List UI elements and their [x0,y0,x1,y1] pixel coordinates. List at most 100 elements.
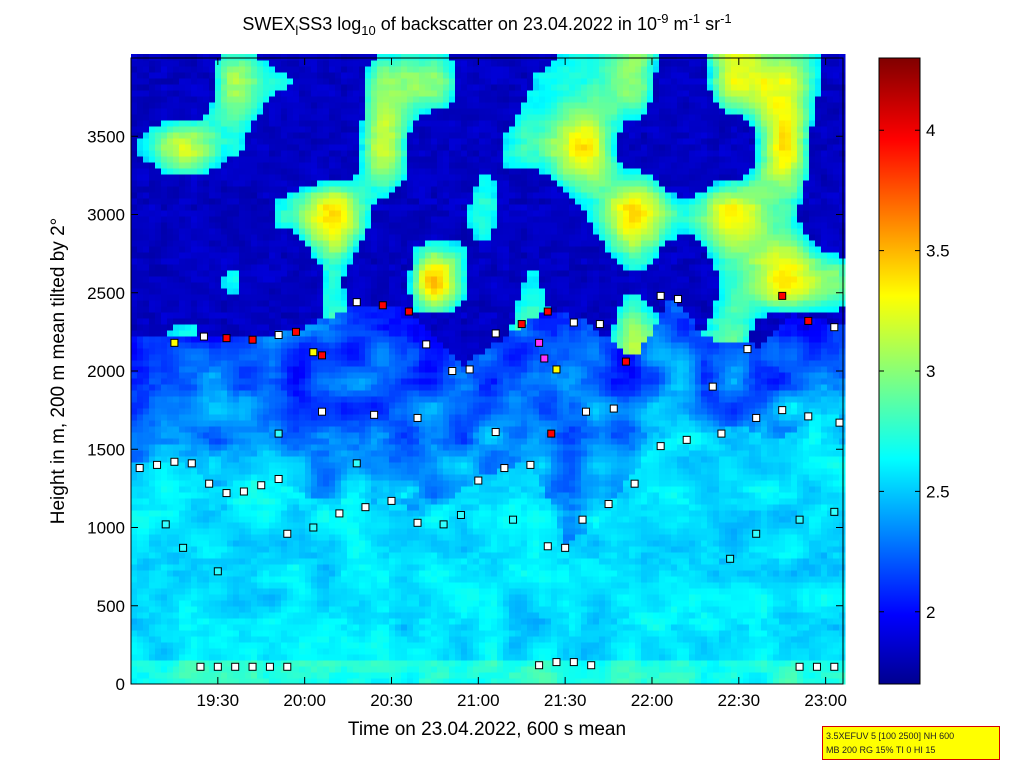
heatmap-cell [281,672,288,679]
heatmap-cell [341,648,348,655]
heatmap-cell [143,102,150,109]
heatmap-cell [137,54,144,61]
heatmap-cell [383,534,390,541]
heatmap-cell [371,372,378,379]
heatmap-cell [287,330,294,337]
heatmap-cell [239,426,246,433]
heatmap-cell [407,114,414,121]
heatmap-cell [197,270,204,277]
heatmap-cell [317,90,324,97]
heatmap-cell [269,342,276,349]
heatmap-cell [131,678,138,685]
heatmap-cell [257,60,264,67]
heatmap-cell [317,270,324,277]
heatmap-cell [299,144,306,151]
heatmap-cell [305,372,312,379]
heatmap-cell [401,150,408,157]
heatmap-cell [149,678,156,685]
heatmap-cell [281,132,288,139]
heatmap-cell [317,534,324,541]
heatmap-cell [413,672,420,679]
heatmap-cell [293,678,300,685]
heatmap-cell [221,234,228,241]
heatmap-cell [155,624,162,631]
heatmap-cell [269,294,276,301]
heatmap-cell [263,54,270,61]
heatmap-cell [155,360,162,367]
heatmap-cell [221,570,228,577]
heatmap-cell [179,522,186,529]
heatmap-cell [131,138,138,145]
heatmap-cell [281,312,288,319]
heatmap-cell [377,642,384,649]
heatmap-cell [341,234,348,241]
heatmap-cell [275,312,282,319]
heatmap-cell [251,150,258,157]
heatmap-cell [239,648,246,655]
heatmap-cell [281,366,288,373]
heatmap-cell [281,642,288,649]
heatmap-cell [173,72,180,79]
heatmap-cell [347,606,354,613]
heatmap-cell [407,318,414,325]
heatmap-cell [365,510,372,517]
heatmap-cell [413,630,420,637]
heatmap-cell [221,528,228,535]
heatmap-cell [299,498,306,505]
heatmap-cell [227,222,234,229]
heatmap-cell [377,246,384,253]
heatmap-cell [185,498,192,505]
heatmap-cell [365,108,372,115]
heatmap-cell [395,636,402,643]
heatmap-cell [389,84,396,91]
heatmap-cell [233,114,240,121]
heatmap-cell [359,72,366,79]
heatmap-cell [149,360,156,367]
heatmap-cell [299,282,306,289]
heatmap-cell [239,174,246,181]
heatmap-cell [347,348,354,355]
heatmap-cell [251,438,258,445]
heatmap-cell [179,84,186,91]
heatmap-cell [257,594,264,601]
heatmap-cell [293,204,300,211]
heatmap-cell [269,486,276,493]
heatmap-cell [305,72,312,79]
heatmap-cell [227,60,234,67]
heatmap-cell [299,546,306,553]
heatmap-cell [251,120,258,127]
heatmap-cell [203,306,210,313]
heatmap-cell [227,168,234,175]
heatmap-cell [287,174,294,181]
heatmap-cell [239,306,246,313]
heatmap-cell [173,540,180,547]
heatmap-cell [287,546,294,553]
heatmap-cell [389,372,396,379]
heatmap-cell [191,348,198,355]
heatmap-cell [299,654,306,661]
heatmap-cell [185,414,192,421]
heatmap-cell [209,204,216,211]
heatmap-cell [401,312,408,319]
heatmap-cell [305,318,312,325]
heatmap-cell [407,324,414,331]
heatmap-cell [185,396,192,403]
heatmap-cell [389,522,396,529]
heatmap-cell [371,480,378,487]
heatmap-cell [347,330,354,337]
heatmap-cell [329,660,336,667]
heatmap-cell [209,534,216,541]
heatmap-cell [389,114,396,121]
heatmap-cell [245,516,252,523]
heatmap-cell [287,306,294,313]
heatmap-cell [161,576,168,583]
heatmap-cell [233,156,240,163]
heatmap-cell [137,318,144,325]
heatmap-cell [299,252,306,259]
heatmap-cell [401,246,408,253]
heatmap-cell [137,678,144,685]
heatmap-cell [209,582,216,589]
heatmap-cell [227,348,234,355]
heatmap-cell [185,228,192,235]
heatmap-cell [143,372,150,379]
